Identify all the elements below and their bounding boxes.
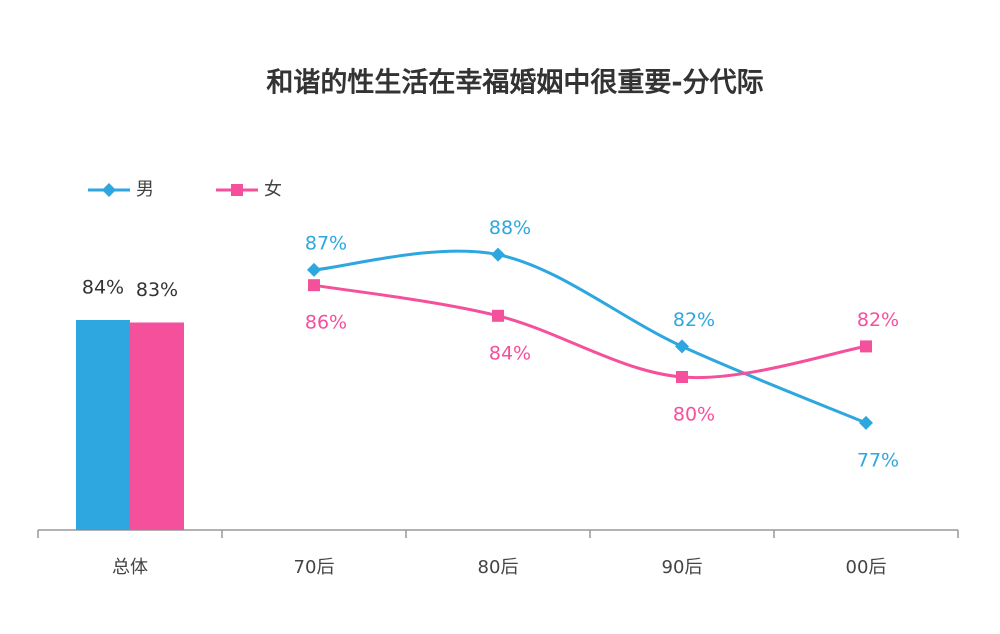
legend-label: 女 (264, 179, 282, 200)
marker (307, 262, 321, 277)
line (313, 249, 867, 425)
legend-label: 男 (136, 179, 154, 200)
x-tick-label: 80后 (478, 557, 519, 578)
bar (130, 322, 184, 530)
legend-marker (102, 183, 116, 197)
data-label: 84% (489, 342, 531, 364)
marker (492, 309, 504, 322)
data-label: 82% (673, 309, 715, 331)
x-tick-label: 90后 (662, 557, 703, 578)
data-label: 86% (305, 312, 347, 334)
marker (675, 339, 689, 354)
data-label: 83% (136, 279, 178, 301)
chart-title: 和谐的性生活在幸福婚姻中很重要-分代际 (266, 67, 763, 99)
x-tick-label: 总体 (112, 557, 148, 578)
data-label: 88% (489, 217, 531, 239)
x-tick-label: 70后 (294, 557, 335, 578)
marker (859, 415, 873, 430)
data-label: 84% (82, 277, 124, 299)
marker (860, 340, 872, 353)
line (313, 283, 867, 380)
x-tick-label: 00后 (846, 557, 887, 578)
data-label: 80% (673, 404, 715, 426)
legend-marker (231, 184, 243, 196)
data-label: 87% (305, 232, 347, 254)
bar (76, 320, 130, 530)
marker (491, 247, 505, 262)
marker (676, 371, 688, 383)
marker (308, 279, 320, 292)
data-label: 77% (857, 449, 899, 471)
data-label: 82% (857, 309, 899, 331)
